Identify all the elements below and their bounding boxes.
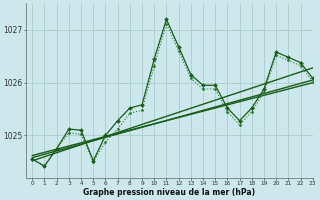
X-axis label: Graphe pression niveau de la mer (hPa): Graphe pression niveau de la mer (hPa)	[84, 188, 256, 197]
